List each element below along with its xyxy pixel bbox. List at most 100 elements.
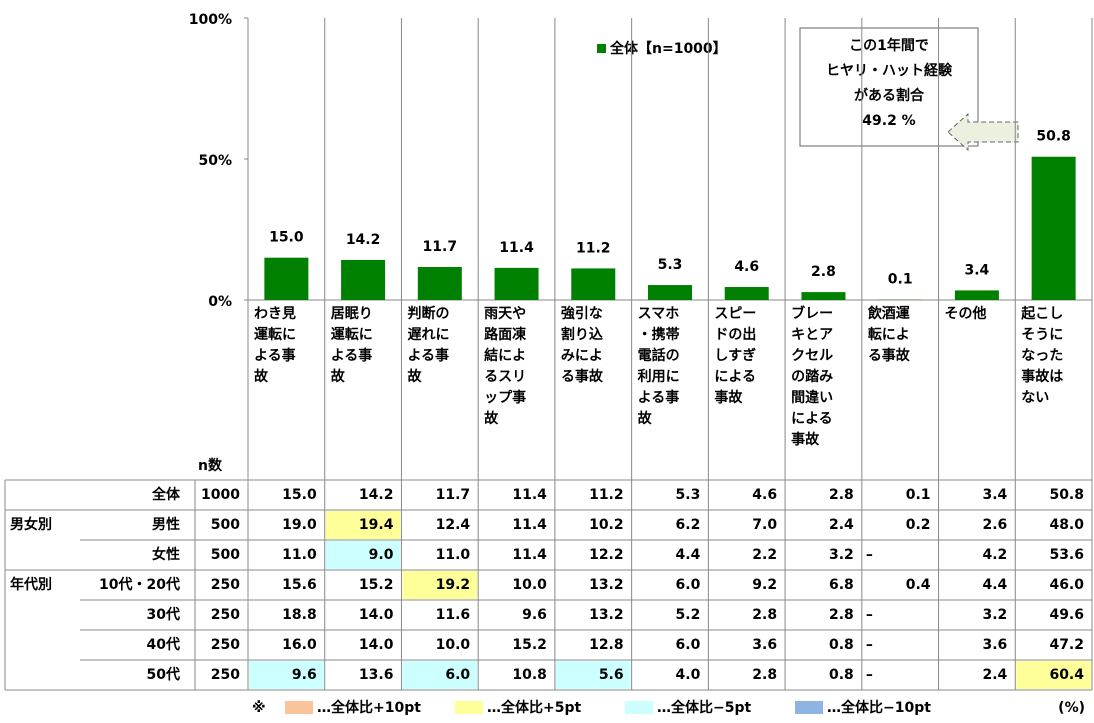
annotation-text: ヒヤリ・ハット経験 [826, 62, 953, 79]
table-cell: 11.4 [512, 487, 547, 503]
row-label: 50代 [147, 666, 180, 683]
table-cell: 7.0 [752, 517, 777, 533]
n-value: 250 [211, 637, 240, 653]
table-cell: 18.8 [282, 607, 317, 623]
table-cell: 5.2 [676, 607, 701, 623]
value-label: 11.2 [576, 240, 611, 256]
row-label: 10代・20代 [99, 576, 180, 593]
row-label: 30代 [147, 606, 180, 623]
table-cell: – [866, 607, 873, 623]
key-swatch [625, 701, 653, 714]
table-cell: 13.6 [359, 667, 394, 683]
value-label: 15.0 [269, 230, 304, 246]
table-cell: 10.0 [436, 637, 471, 653]
category-label: わき見運転による事故 [254, 306, 296, 385]
key-swatch [285, 701, 313, 714]
table-cell: 2.8 [829, 607, 854, 623]
bar [648, 285, 692, 300]
n-value: 500 [211, 517, 240, 533]
row-label: 男性 [152, 516, 180, 533]
table-cell: 9.6 [292, 667, 317, 683]
category-label: 雨天や路面凍結によるスリップ事故 [484, 306, 527, 427]
annotation-text: 49.2 % [862, 113, 915, 129]
table-cell: 9.0 [369, 547, 394, 563]
bar [418, 267, 462, 300]
table-cell: 4.6 [752, 487, 777, 503]
bar [1032, 157, 1076, 300]
key-label: …全体比+5pt [487, 699, 581, 716]
n-value: 250 [211, 607, 240, 623]
table-cell: 5.6 [599, 667, 624, 683]
row-label: 女性 [152, 546, 180, 563]
key-swatch [455, 701, 483, 714]
table-cell: 11.2 [589, 487, 624, 503]
bar [725, 287, 769, 300]
table-cell: 4.4 [982, 577, 1007, 593]
table-cell: 0.4 [906, 577, 931, 593]
table-cell: 3.2 [982, 607, 1007, 623]
table-cell: 6.0 [445, 667, 470, 683]
category-label: スピードの出しすぎによる事故 [714, 306, 756, 406]
table-cell: 13.2 [589, 577, 624, 593]
value-label: 4.6 [734, 259, 759, 275]
category-label: 飲酒運転による事故 [867, 305, 911, 364]
table-cell: 11.4 [512, 547, 547, 563]
table-cell: 4.4 [676, 547, 701, 563]
table-cell: 3.6 [752, 637, 777, 653]
table-cell: 15.2 [359, 577, 394, 593]
key-swatch [795, 701, 823, 714]
value-label: 0.1 [888, 272, 913, 288]
table-cell: 15.6 [282, 577, 317, 593]
table-cell: 10.2 [589, 517, 624, 533]
value-label: 11.4 [499, 240, 534, 256]
value-label: 5.3 [658, 257, 683, 273]
table-cell: 60.4 [1049, 667, 1084, 683]
table-cell: 14.2 [359, 487, 394, 503]
unit-label: (%) [1058, 700, 1085, 716]
table-cell: 50.8 [1049, 487, 1084, 503]
table-cell: 3.4 [982, 487, 1007, 503]
legend-swatch [597, 44, 606, 53]
category-label: 起こしそうになった事故はない [1020, 305, 1063, 406]
group-label: 男女別 [10, 516, 52, 533]
table-cell: 0.1 [906, 487, 931, 503]
table-cell: 0.8 [829, 637, 854, 653]
group-label: 年代別 [10, 576, 52, 593]
table-cell: 2.4 [829, 517, 854, 533]
table-cell: 3.6 [982, 637, 1007, 653]
table-cell: 9.2 [752, 577, 777, 593]
bar [341, 260, 385, 300]
table-cell: 2.4 [982, 667, 1007, 683]
table-cell: 6.0 [676, 577, 701, 593]
y-tick-label: 100% [189, 12, 232, 28]
table-cell: 10.8 [512, 667, 547, 683]
table-cell: 5.3 [676, 487, 701, 503]
bar [801, 292, 845, 300]
table-cell: 0.8 [829, 667, 854, 683]
table-cell: 16.0 [282, 637, 317, 653]
table-cell: 12.4 [436, 517, 471, 533]
table-cell: 3.2 [829, 547, 854, 563]
category-label: ブレーキとアクセルの踏み間違いによる事故 [791, 305, 833, 448]
value-label: 11.7 [423, 239, 458, 255]
y-tick-label: 50% [198, 153, 232, 169]
annotation-text: この1年間で [849, 37, 929, 54]
row-label: 40代 [147, 636, 180, 653]
table-cell: 14.0 [359, 637, 394, 653]
annotation-text: がある割合 [854, 87, 925, 104]
table-cell: 2.8 [752, 667, 777, 683]
value-label: 50.8 [1036, 129, 1071, 145]
n-value: 250 [211, 667, 240, 683]
y-tick-label: 0% [208, 294, 232, 310]
table-cell: 46.0 [1049, 577, 1084, 593]
key-mark: ※ [252, 700, 266, 716]
key-label: …全体比+10pt [317, 699, 421, 716]
value-label: 3.4 [965, 262, 990, 278]
bar [955, 290, 999, 300]
table-cell: – [866, 547, 873, 563]
table-cell: 53.6 [1049, 547, 1084, 563]
table-cell: 14.0 [359, 607, 394, 623]
table-cell: 11.0 [282, 547, 317, 563]
category-label: 強引な割り込みによる事故 [561, 305, 604, 385]
